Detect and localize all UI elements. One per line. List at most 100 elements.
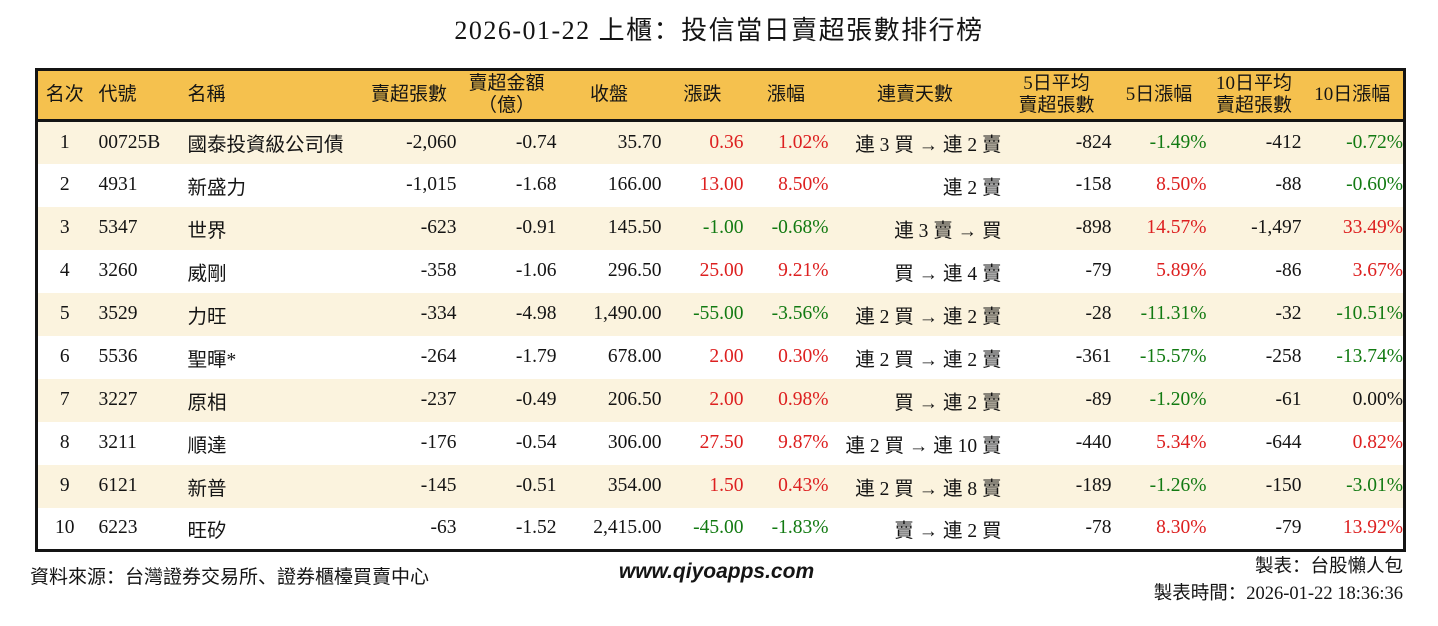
cell-change-pct: -1.83% [771,517,829,539]
cell-sell-streak: 連 2 買 → 連 2 賣 [855,306,1002,328]
cell-avg5-net-sell: -78 [1085,517,1112,539]
table-row: 3 5347 世界 -623 -0.91 145.50 -1.00 -0.68% 連 3 賣 →… [36,206,1405,250]
cell-pct10-change: -10.51% [1336,303,1403,324]
cell-pct10-change: -0.60% [1346,174,1403,195]
cell-change-pct: 8.50% [778,174,829,195]
cell-avg5-net-sell: -79 [1085,260,1112,281]
credits: 製表：台股懶人包 製表時間：2026-01-22 18:36:36 [1154,554,1403,608]
cell-net-sell-amount: -0.74 [515,131,557,153]
cell-net-sell-volume: -145 [420,475,457,496]
header-avg10-net-sell: 10日平均 賣超張數 [1206,69,1302,122]
cell-pct5-change: 5.89% [1156,260,1207,281]
header-close: 收盤 [556,69,662,122]
cell-code: 3211 [98,432,137,453]
cell-close: 354.00 [607,475,662,496]
cell-pct10-change: -0.72% [1346,131,1403,153]
cell-net-sell-volume: -2,060 [406,131,457,153]
footer: 資料來源：台灣證券交易所、證券櫃檯買賣中心 www.qiyoapps.com 製… [30,552,1403,606]
cell-avg10-net-sell: -86 [1275,260,1302,281]
table-row: 7 3227 原相 -237 -0.49 206.50 2.00 0.98% 買 → 連 2 賣… [36,378,1405,422]
cell-rank: 3 [59,217,70,238]
cell-change: -55.00 [693,303,744,324]
cell-change-pct: 9.87% [778,432,829,453]
cell-close: 166.00 [607,174,662,195]
cell-net-sell-amount: -1.52 [515,517,557,539]
header-name: 名稱 [173,69,362,122]
cell-close: 296.50 [607,260,662,281]
cell-close: 306.00 [607,432,662,453]
cell-name: 聖暉* [187,349,237,371]
table-row: 10 6223 旺矽 -63 -1.52 2,415.00 -45.00 -1.83% 賣 → … [37,508,1405,551]
cell-change: -45.00 [693,517,744,539]
cell-change-pct: 0.43% [778,475,829,496]
cell-sell-streak: 連 2 賣 [942,177,1002,199]
table-row: 1 00725B 國泰投資級公司債 -2,060 -0.74 35.70 0.36 1.02%… [36,120,1405,164]
cell-avg10-net-sell: -644 [1265,432,1302,453]
cell-net-sell-amount: -1.06 [515,260,557,281]
cell-name: 世界 [187,220,227,242]
cell-net-sell-amount: -0.91 [515,217,557,238]
cell-close: 1,490.00 [593,303,662,324]
table-row: 6 5536 聖暉* -264 -1.79 678.00 2.00 0.30% 連 2 買 → … [37,336,1405,379]
cell-avg5-net-sell: -898 [1075,217,1112,238]
cell-name: 順達 [187,435,227,457]
cell-code: 5347 [98,217,138,238]
cell-avg5-net-sell: -361 [1075,346,1112,367]
made-time-note: 製表時間：2026-01-22 18:36:36 [1153,583,1403,604]
table-row: 8 3211 順達 -176 -0.54 306.00 27.50 9.87% 連 2 買 → … [37,422,1405,465]
cell-rank: 2 [59,174,70,195]
cell-avg10-net-sell: -412 [1265,131,1302,153]
cell-pct5-change: -15.57% [1139,346,1207,367]
cell-name: 力旺 [187,306,227,328]
cell-rank: 9 [59,475,70,496]
table-body: 1 00725B 國泰投資級公司債 -2,060 -0.74 35.70 0.36 1.02%… [36,120,1405,551]
cell-sell-streak: 連 2 買 → 連 8 賣 [855,478,1002,500]
cell-pct10-change: 33.49% [1342,217,1403,238]
cell-net-sell-volume: -334 [420,303,457,324]
header-net-sell-amount: 賣超金額 （億） [456,69,557,122]
cell-rank: 7 [59,389,70,410]
header-sell-streak: 連賣天數 [828,69,1002,122]
cell-name: 新普 [187,478,227,500]
table-row: 2 4931 新盛力 -1,015 -1.68 166.00 13.00 8.50% 連 2 賣… [37,164,1405,207]
header-row: 名次 代號 名稱 賣超張數 賣超金額 （億） 收盤 漲跌 漲幅 連賣天數 5日平… [36,69,1405,122]
cell-change-pct: 0.98% [778,389,829,410]
cell-name: 新盛力 [187,177,247,199]
cell-rank: 4 [59,260,70,281]
cell-avg5-net-sell: -158 [1075,174,1112,195]
cell-code: 3227 [98,389,138,410]
table-row: 4 3260 威剛 -358 -1.06 296.50 25.00 9.21% 買 → 連 4 … [37,250,1405,293]
cell-change: -1.00 [702,217,744,238]
header-pct10-change: 10日漲幅 [1301,69,1405,122]
header-rank: 名次 [36,69,92,122]
cell-close: 678.00 [607,346,662,367]
cell-pct10-change: 3.67% [1352,260,1403,281]
cell-pct10-change: -13.74% [1336,346,1403,367]
cell-code: 3529 [98,303,138,324]
cell-avg10-net-sell: -1,497 [1251,217,1302,238]
header-net-sell-volume: 賣超張數 [361,69,457,122]
cell-rank: 6 [59,346,70,367]
cell-change: 27.50 [699,432,744,453]
cell-net-sell-amount: -1.79 [515,346,557,367]
cell-close: 2,415.00 [593,517,662,539]
header-pct5-change: 5日漲幅 [1111,69,1207,122]
cell-rank: 10 [55,517,75,539]
header-change: 漲跌 [661,69,744,122]
cell-sell-streak: 連 2 買 → 連 2 賣 [855,349,1002,371]
cell-pct5-change: 8.50% [1156,174,1207,195]
cell-net-sell-volume: -623 [420,217,457,238]
cell-avg10-net-sell: -61 [1275,389,1302,410]
website-text: www.qiyoapps.com [618,560,815,583]
cell-avg5-net-sell: -824 [1075,131,1112,153]
cell-avg10-net-sell: -32 [1275,303,1302,324]
cell-sell-streak: 賣 → 連 2 買 [894,520,1002,542]
cell-pct5-change: -1.20% [1149,389,1207,410]
cell-net-sell-volume: -1,015 [406,174,457,195]
cell-name: 旺矽 [187,520,227,542]
cell-change-pct: -0.68% [771,217,829,238]
cell-change-pct: 9.21% [778,260,829,281]
cell-avg5-net-sell: -89 [1085,389,1112,410]
cell-avg5-net-sell: -189 [1075,475,1112,496]
cell-code: 3260 [98,260,138,281]
